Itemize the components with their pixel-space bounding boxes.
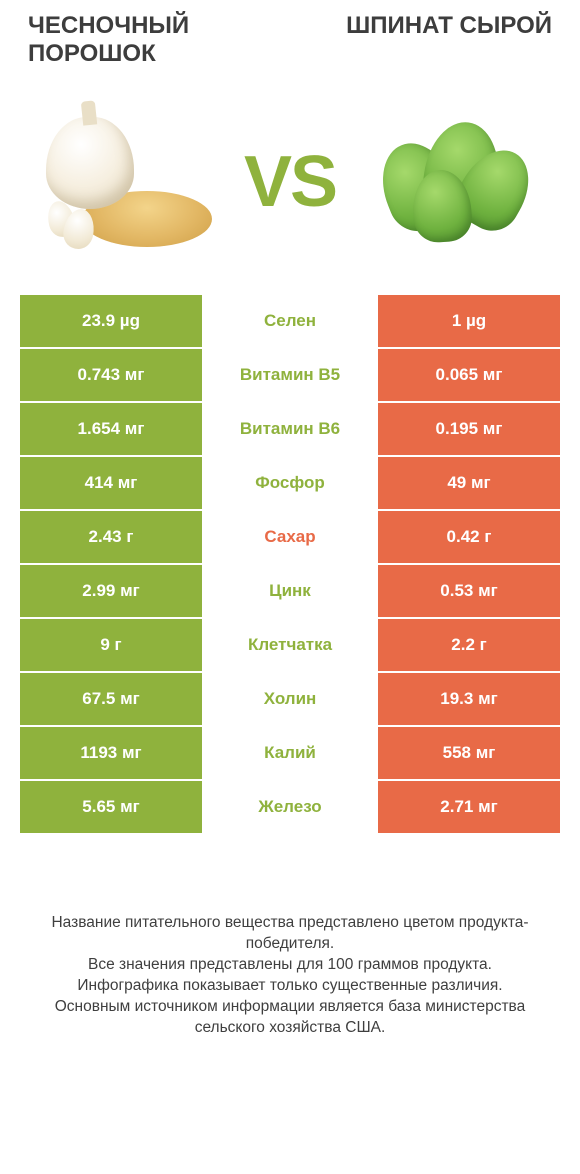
right-value: 2.2 г bbox=[378, 619, 560, 671]
garlic-powder-illustration bbox=[42, 107, 212, 257]
left-value: 9 г bbox=[20, 619, 202, 671]
right-value: 49 мг bbox=[378, 457, 560, 509]
left-value: 5.65 мг bbox=[20, 781, 202, 833]
nutrient-label: Витамин B5 bbox=[202, 349, 378, 401]
nutrient-label: Сахар bbox=[202, 511, 378, 563]
nutrient-label: Клетчатка bbox=[202, 619, 378, 671]
right-value: 0.195 мг bbox=[378, 403, 560, 455]
nutrient-label: Цинк bbox=[202, 565, 378, 617]
table-row: 23.9 µgСелен1 µg bbox=[20, 293, 560, 347]
infographic-container: ЧЕСНОЧНЫЙ ПОРОШОК ШПИНАТ СЫРОЙ VS 23.9 µ… bbox=[0, 0, 580, 1055]
right-value: 2.71 мг bbox=[378, 781, 560, 833]
right-value: 558 мг bbox=[378, 727, 560, 779]
table-row: 0.743 мгВитамин B50.065 мг bbox=[20, 347, 560, 401]
comparison-table: 23.9 µgСелен1 µg0.743 мгВитамин B50.065 … bbox=[20, 293, 560, 833]
left-value: 23.9 µg bbox=[20, 295, 202, 347]
right-value: 0.53 мг bbox=[378, 565, 560, 617]
nutrient-label: Фосфор bbox=[202, 457, 378, 509]
spinach-illustration bbox=[363, 112, 543, 252]
table-row: 9 гКлетчатка2.2 г bbox=[20, 617, 560, 671]
nutrient-label: Калий bbox=[202, 727, 378, 779]
left-value: 414 мг bbox=[20, 457, 202, 509]
table-row: 2.99 мгЦинк0.53 мг bbox=[20, 563, 560, 617]
image-left bbox=[20, 87, 234, 277]
footnote-text: Название питательного вещества представл… bbox=[20, 913, 560, 1055]
nutrient-label: Витамин B6 bbox=[202, 403, 378, 455]
nutrient-label: Железо bbox=[202, 781, 378, 833]
title-right: ШПИНАТ СЫРОЙ bbox=[290, 12, 560, 40]
right-value: 1 µg bbox=[378, 295, 560, 347]
table-row: 5.65 мгЖелезо2.71 мг bbox=[20, 779, 560, 833]
nutrient-label: Селен bbox=[202, 295, 378, 347]
vs-label: VS bbox=[244, 141, 336, 223]
right-value: 0.42 г bbox=[378, 511, 560, 563]
left-value: 67.5 мг bbox=[20, 673, 202, 725]
title-left: ЧЕСНОЧНЫЙ ПОРОШОК bbox=[20, 12, 290, 67]
header-row: ЧЕСНОЧНЫЙ ПОРОШОК ШПИНАТ СЫРОЙ bbox=[20, 12, 560, 67]
nutrient-label: Холин bbox=[202, 673, 378, 725]
table-row: 67.5 мгХолин19.3 мг bbox=[20, 671, 560, 725]
table-row: 2.43 гСахар0.42 г bbox=[20, 509, 560, 563]
left-value: 0.743 мг bbox=[20, 349, 202, 401]
image-right bbox=[346, 87, 560, 277]
left-value: 2.99 мг bbox=[20, 565, 202, 617]
hero-row: VS bbox=[20, 77, 560, 287]
table-row: 1193 мгКалий558 мг bbox=[20, 725, 560, 779]
table-row: 414 мгФосфор49 мг bbox=[20, 455, 560, 509]
right-value: 0.065 мг bbox=[378, 349, 560, 401]
right-value: 19.3 мг bbox=[378, 673, 560, 725]
left-value: 2.43 г bbox=[20, 511, 202, 563]
table-row: 1.654 мгВитамин B60.195 мг bbox=[20, 401, 560, 455]
left-value: 1193 мг bbox=[20, 727, 202, 779]
left-value: 1.654 мг bbox=[20, 403, 202, 455]
